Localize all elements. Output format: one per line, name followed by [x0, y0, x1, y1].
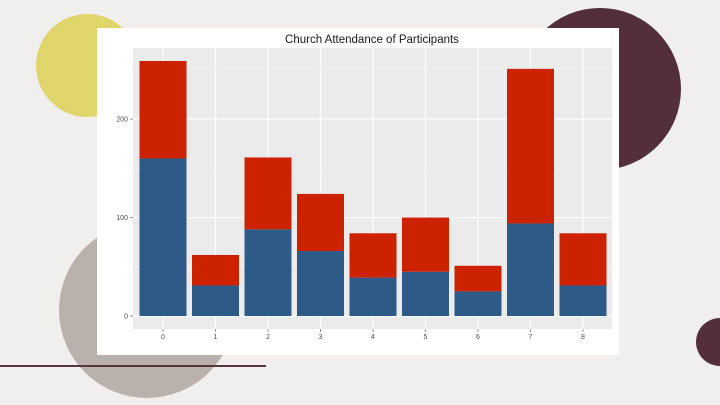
bar-segment-series-1-cat-4	[349, 233, 397, 278]
decorative-line	[0, 365, 266, 367]
x-tick-label: 4	[371, 334, 375, 341]
bars	[139, 60, 607, 316]
bar-segment-series-0-cat-7	[507, 223, 554, 316]
bar-segment-series-1-cat-6	[454, 265, 502, 292]
chart-card: Church Attendance of Participants 0 100 20…	[97, 28, 619, 355]
bar-segment-series-1-cat-1	[192, 254, 239, 286]
bar-segment-series-1-cat-2	[244, 157, 292, 230]
bar-segment-series-0-cat-2	[244, 229, 292, 316]
decorative-circle-small-maroon	[696, 318, 720, 366]
axes: 0 100 200 0 1 2 3 4 5 6 7 8	[116, 117, 585, 341]
x-tick-label: 7	[529, 334, 533, 341]
x-tick-label: 2	[266, 334, 270, 341]
x-tick-label: 3	[319, 334, 323, 341]
x-tick-label: 6	[476, 334, 480, 341]
y-tick-label: 200	[116, 117, 128, 124]
stacked-bar-chart: Church Attendance of Participants 010020…	[116, 34, 612, 341]
bar-segment-series-1-cat-8	[559, 233, 607, 286]
x-tick-label: 5	[424, 334, 428, 341]
bar-segment-series-0-cat-4	[349, 277, 397, 316]
x-tick-label: 8	[581, 334, 585, 341]
y-tick-label: 100	[116, 215, 128, 222]
x-tick-label: 0	[161, 334, 165, 341]
bar-segment-series-1-cat-5	[402, 217, 449, 272]
bar-segment-series-1-cat-7	[507, 68, 554, 224]
bar-segment-series-0-cat-6	[454, 291, 502, 316]
chart-title: Church Attendance of Participants	[285, 34, 459, 46]
bar-segment-series-0-cat-3	[297, 251, 344, 316]
bar-segment-series-0-cat-8	[559, 285, 607, 316]
x-tick-label: 1	[214, 334, 218, 341]
y-tick-label: 0	[124, 314, 128, 321]
bar-segment-series-1-cat-3	[297, 193, 344, 252]
bar-segment-series-1-cat-0	[139, 60, 187, 159]
bar-segment-series-0-cat-0	[139, 158, 187, 316]
bar-segment-series-0-cat-1	[192, 285, 239, 316]
bar-segment-series-0-cat-5	[402, 271, 449, 316]
